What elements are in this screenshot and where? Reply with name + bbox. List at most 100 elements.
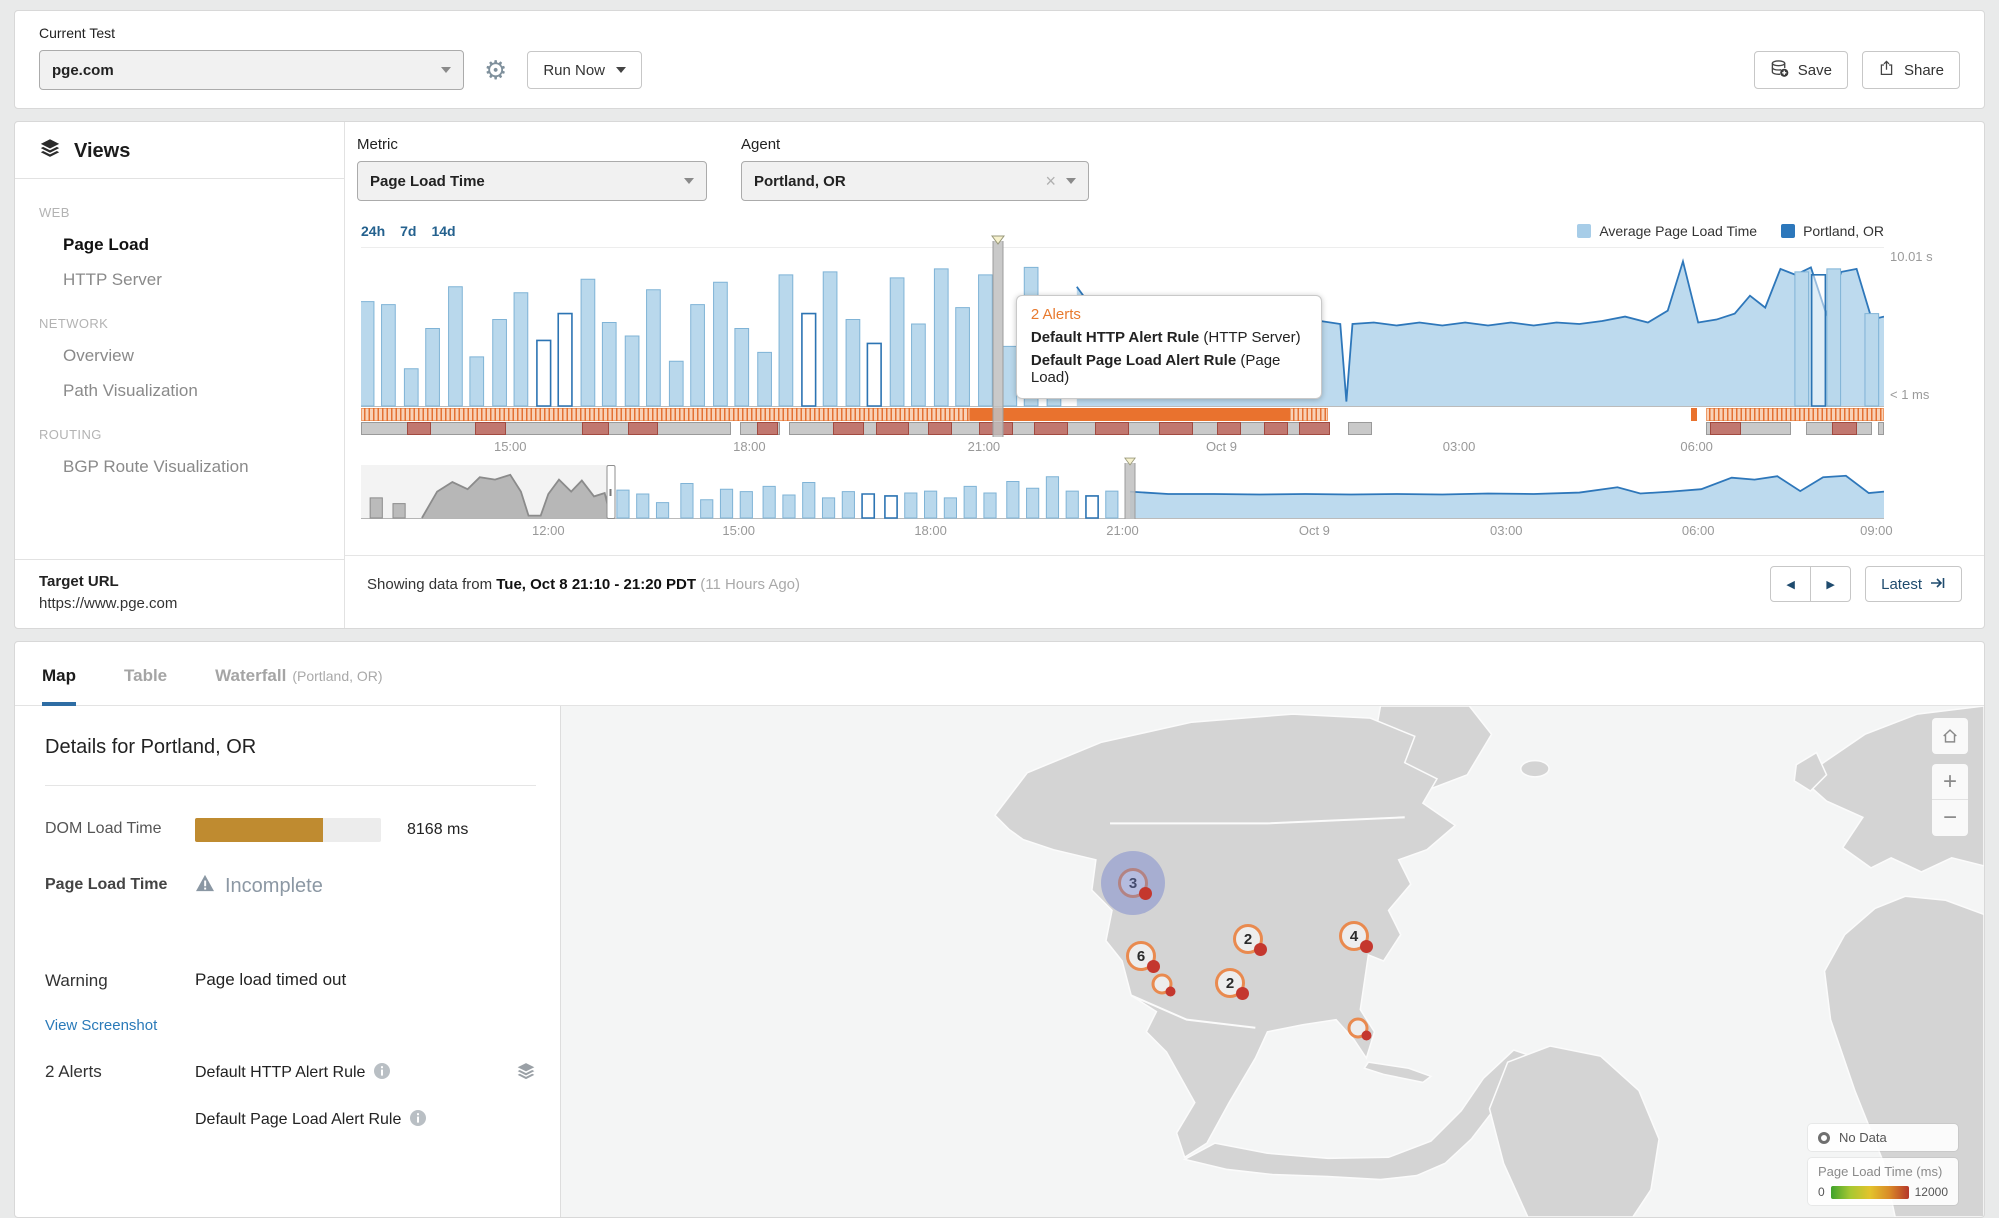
range-7d[interactable]: 7d (400, 223, 417, 239)
alert-segment[interactable] (1095, 422, 1129, 435)
alert-segment[interactable] (927, 422, 952, 435)
alert-segment[interactable] (475, 422, 506, 435)
tab-map[interactable]: Map (42, 642, 76, 706)
iceland-shape (1520, 759, 1550, 778)
map-marker[interactable] (1347, 1017, 1372, 1041)
tab-map-label: Map (42, 666, 76, 685)
alert-segment[interactable] (1299, 422, 1330, 435)
info-icon[interactable] (410, 1109, 427, 1131)
timeline-chart: 24h 7d 14d Average Page Load Time Portla… (361, 219, 1968, 539)
alert-segment[interactable] (1034, 422, 1068, 435)
alert-segment[interactable] (1264, 422, 1289, 435)
range-24h[interactable]: 24h (361, 223, 386, 239)
map-zoom-out-button[interactable]: − (1942, 804, 1957, 831)
showing-data-prefix: Showing data from (367, 575, 497, 593)
map-marker[interactable] (1151, 973, 1176, 997)
south-america-shape (1488, 1045, 1660, 1217)
test-select[interactable]: pge.com (39, 50, 464, 90)
chart-legend: Average Page Load Time Portland, OR (1577, 223, 1884, 239)
alert-segment[interactable] (361, 408, 971, 421)
sidebar-item-overview[interactable]: Overview (63, 346, 134, 365)
time-cursor[interactable] (992, 241, 1004, 437)
time-cursor-flag[interactable] (990, 232, 1005, 250)
chart-bar (470, 357, 484, 406)
alert-segment[interactable] (1710, 422, 1741, 435)
chart-bar (637, 494, 649, 518)
alert-segment[interactable] (1216, 422, 1242, 435)
map-marker-3[interactable]: 3 (1118, 868, 1152, 900)
alert-segment[interactable] (627, 422, 658, 435)
alerts-row: 2 Alerts Default HTTP Alert Rule Default… (45, 1061, 536, 1155)
agent-control: Agent Portland, OR × (741, 136, 1089, 201)
alert-segment[interactable] (970, 408, 1291, 421)
next-round-button[interactable]: ▶ (1810, 566, 1852, 602)
alert-segment[interactable] (1806, 422, 1837, 435)
chart-bar (1066, 491, 1078, 518)
save-button[interactable]: Save (1753, 51, 1848, 89)
status-strip[interactable] (361, 422, 1884, 435)
marker-alert-dot (1360, 940, 1373, 953)
map-zoom-in-button[interactable]: + (1932, 764, 1968, 800)
tab-table[interactable]: Table (124, 642, 167, 706)
share-label: Share (1903, 61, 1944, 79)
alert-segment[interactable] (756, 422, 779, 435)
map-home-button[interactable] (1932, 718, 1968, 754)
agent-select[interactable]: Portland, OR × (741, 161, 1089, 201)
latest-button[interactable]: Latest (1865, 566, 1962, 602)
previous-round-button[interactable]: ◀ (1770, 566, 1812, 602)
sidebar-item-bgp-route-visualization[interactable]: BGP Route Visualization (63, 457, 249, 476)
results-panel: Map Table Waterfall (Portland, OR) Detail… (14, 641, 1985, 1218)
range-14d[interactable]: 14d (431, 223, 456, 239)
clear-agent-icon[interactable]: × (1045, 170, 1056, 191)
marker-alert-dot (1165, 986, 1176, 997)
alert-segment[interactable] (1347, 422, 1373, 435)
alert-layers-icon[interactable] (516, 1061, 536, 1086)
share-button[interactable]: Share (1861, 51, 1960, 89)
metric-select[interactable]: Page Load Time (357, 161, 707, 201)
alert-strip[interactable] (361, 408, 1884, 421)
us-mexico-border (1130, 994, 1256, 1029)
map-marker-4[interactable]: 4 (1339, 921, 1373, 953)
brush-time-cursor[interactable] (1124, 463, 1136, 519)
brush-chart-svg[interactable] (361, 465, 1884, 519)
showing-data-text: Showing data from Tue, Oct 8 21:10 - 21:… (367, 576, 800, 593)
info-icon[interactable] (374, 1062, 391, 1084)
alert-segment[interactable] (1159, 422, 1193, 435)
main-plot-area[interactable]: 10.01 s < 1 ms 15:00 18:00 21:00 Oct 9 03:00… (361, 235, 1933, 455)
timeline-content: Metric Page Load Time Agent Portland, OR… (345, 122, 1984, 628)
alert-segment[interactable] (581, 422, 610, 435)
sidebar-item-http-server[interactable]: HTTP Server (63, 270, 162, 289)
gear-icon[interactable]: ⚙ (484, 55, 508, 85)
alert-segment[interactable] (1690, 408, 1697, 421)
brush-handle[interactable] (606, 465, 616, 519)
alert-segment[interactable] (1877, 422, 1884, 435)
brush-area[interactable]: 12:00 15:00 18:00 21:00 Oct 9 03:00 06:00 09:00 (361, 457, 1893, 539)
alert-segment[interactable] (1290, 408, 1329, 421)
alert-segment[interactable] (1705, 408, 1884, 421)
world-map[interactable]: 3 2 4 6 2 + − No Data Page Load Time (ms) 0 (561, 706, 1984, 1217)
alert-segment[interactable] (406, 422, 432, 435)
alert-segment[interactable] (1832, 422, 1857, 435)
x-axis-tick-label: 06:00 (1680, 439, 1713, 454)
sidebar-item-path-visualization[interactable]: Path Visualization (63, 381, 198, 400)
legend-swatch-agent (1781, 224, 1796, 238)
scale-max: 12000 (1914, 1185, 1948, 1199)
cuba-shape (1363, 1061, 1433, 1084)
alert-tooltip-row: Default HTTP Alert Rule (HTTP Server) (1031, 329, 1307, 346)
view-screenshot-link[interactable]: View Screenshot (45, 1016, 158, 1034)
run-now-button[interactable]: Run Now (527, 51, 643, 89)
map-marker-6[interactable]: 6 (1126, 941, 1160, 973)
map-marker-2[interactable]: 2 (1233, 924, 1267, 956)
y-axis-max-label: 10.01 s (1890, 249, 1933, 264)
sidebar-item-page-load[interactable]: Page Load (63, 235, 149, 254)
alert-segment[interactable] (875, 422, 910, 435)
map-landmass (993, 706, 1984, 1217)
tab-waterfall[interactable]: Waterfall (Portland, OR) (215, 642, 382, 706)
map-marker-2[interactable]: 2 (1215, 968, 1249, 1000)
metric-control: Metric Page Load Time (357, 136, 707, 201)
views-header: Views (15, 122, 344, 179)
map-zoom-controls: + − (1932, 764, 1968, 836)
alert-segment[interactable] (833, 422, 864, 435)
chevron-down-icon (1066, 178, 1076, 184)
no-data-icon (1818, 1131, 1830, 1144)
